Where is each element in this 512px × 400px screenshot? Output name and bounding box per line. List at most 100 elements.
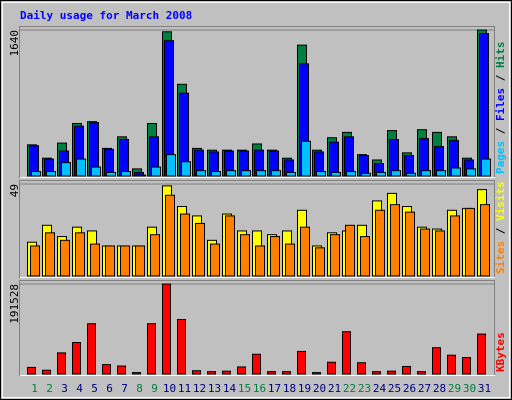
bar [357, 362, 366, 375]
bar [376, 171, 386, 177]
bar [405, 211, 415, 277]
bar [31, 171, 41, 177]
x-tick-label: 27 [418, 382, 431, 395]
bar [479, 33, 489, 177]
bar [421, 170, 431, 177]
bar [42, 369, 51, 375]
x-tick-label: 24 [373, 382, 387, 395]
x-tick-label: 13 [208, 382, 221, 395]
bar [435, 230, 445, 277]
bar [147, 323, 156, 375]
x-tick-label: 6 [106, 382, 113, 395]
legend-entry: Visits [494, 181, 507, 221]
bar [136, 174, 146, 177]
bar [312, 372, 321, 375]
bar [271, 170, 281, 177]
x-tick-label: 3 [61, 382, 68, 395]
bar [226, 170, 236, 177]
bar [192, 370, 201, 375]
legend-separator: / [494, 221, 507, 241]
bar [61, 162, 71, 177]
bar [300, 226, 310, 277]
bar [210, 243, 220, 277]
y-tick-label: 49 [8, 184, 21, 197]
bar [211, 171, 221, 177]
bar [106, 171, 116, 177]
bar [195, 222, 205, 277]
bar [477, 333, 486, 375]
bar [360, 236, 370, 277]
bar [402, 365, 411, 375]
chart-title: Daily usage for March 2008 [20, 9, 192, 22]
bar [285, 243, 295, 277]
bar [27, 366, 36, 375]
x-tick-label: 17 [268, 382, 281, 395]
bar [327, 361, 336, 375]
bar [316, 171, 326, 177]
bar [315, 247, 325, 277]
bar [390, 204, 400, 277]
bar [30, 245, 40, 277]
x-tick-label: 25 [388, 382, 401, 395]
bar [331, 171, 341, 177]
x-tick-label: 20 [313, 382, 326, 395]
bar [72, 342, 81, 375]
x-tick-label: 31 [478, 382, 491, 395]
bar [225, 215, 235, 277]
bar [345, 224, 355, 277]
bar [150, 234, 160, 277]
x-tick-label: 18 [283, 382, 296, 395]
y-tick-label: 1640 [8, 30, 21, 57]
bar [196, 170, 206, 177]
legend-separator: / [494, 68, 507, 88]
x-tick-label: 2 [46, 382, 53, 395]
x-tick-label: 21 [328, 382, 341, 395]
bar [151, 166, 161, 177]
x-tick-label: 4 [76, 382, 83, 395]
bar [447, 354, 456, 375]
legend-separator: / [494, 121, 507, 141]
bar [420, 228, 430, 277]
legend: Sites / Visits [494, 181, 507, 274]
bar [465, 207, 475, 277]
x-tick-label: 16 [253, 382, 266, 395]
x-tick-label: 30 [463, 382, 476, 395]
bar [177, 318, 186, 375]
bar [480, 204, 490, 277]
bar [361, 172, 371, 177]
bar [102, 364, 111, 375]
bar [166, 154, 176, 177]
x-tick-label: 10 [163, 382, 176, 395]
x-tick-label: 7 [121, 382, 128, 395]
bar [344, 136, 354, 177]
bar [301, 140, 311, 177]
x-tick-label: 5 [91, 382, 98, 395]
x-tick-label: 11 [178, 382, 191, 395]
bar [165, 194, 175, 277]
bar [286, 171, 296, 177]
x-tick-label: 9 [151, 382, 158, 395]
legend-entry: KBytes [494, 332, 507, 372]
bar [432, 347, 441, 375]
bar [270, 236, 280, 277]
bar [330, 234, 340, 277]
bar [45, 232, 55, 277]
bar [297, 350, 306, 375]
bar [282, 371, 291, 375]
x-tick-label: 19 [298, 382, 311, 395]
bar [329, 141, 339, 177]
bar [406, 172, 416, 177]
bar [75, 232, 85, 277]
bar [256, 170, 266, 177]
legend-entry: Files [494, 88, 507, 121]
bar [135, 245, 145, 277]
bar [46, 171, 56, 177]
bar [451, 167, 461, 177]
legend-entry: Pages [494, 141, 507, 174]
bar [222, 370, 231, 375]
bar [132, 372, 141, 375]
x-tick-label: 14 [223, 382, 237, 395]
x-tick-label: 1 [31, 382, 38, 395]
